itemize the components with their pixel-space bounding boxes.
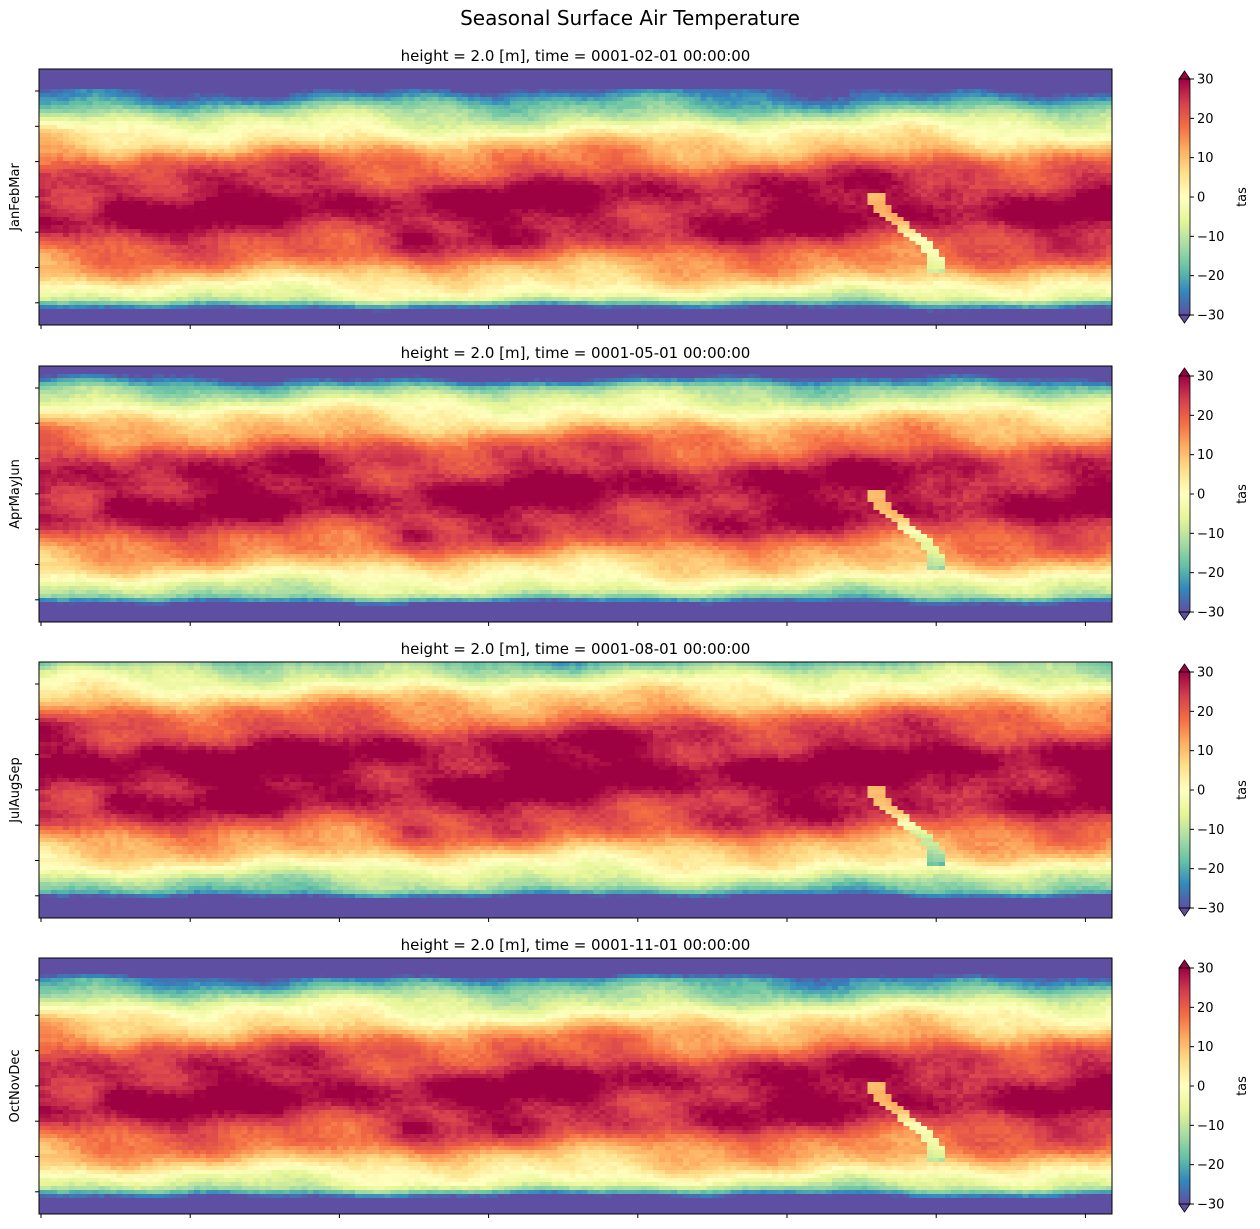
colorbar-tick-label: 10 — [1197, 1040, 1214, 1055]
colorbar-tick-label: 0 — [1197, 191, 1205, 206]
colorbar-tick-label: 20 — [1197, 705, 1214, 720]
y-axis-label: JanFebMar — [8, 163, 23, 232]
colorbar-label: tas — [1235, 780, 1250, 800]
colorbar-tick-label: 20 — [1197, 1001, 1214, 1016]
y-axis-label: OctNovDec — [8, 1049, 23, 1122]
heatmap-image — [39, 958, 1112, 1214]
panel-title: height = 2.0 [m], time = 0001-11-01 00:0… — [401, 936, 751, 954]
panel-title: height = 2.0 [m], time = 0001-05-01 00:0… — [401, 344, 751, 362]
heatmap-image — [39, 366, 1112, 622]
colorbar-tick-label: 10 — [1197, 744, 1214, 759]
colorbar-tick-label: −20 — [1197, 862, 1224, 877]
heatmap-image — [39, 69, 1112, 325]
panel-4: height = 2.0 [m], time = 0001-11-01 00:0… — [8, 936, 1250, 1218]
colorbar-extend-max — [1178, 70, 1191, 80]
y-axis-label: AprMayJun — [8, 459, 23, 529]
colorbar-label: tas — [1235, 187, 1250, 207]
colorbar-extend-min — [1178, 907, 1191, 917]
colorbar-tick-label: −30 — [1197, 309, 1224, 324]
colorbar-label: tas — [1235, 484, 1250, 504]
colorbar-tick-label: −20 — [1197, 1158, 1224, 1173]
colorbar-extend-max — [1178, 959, 1191, 969]
colorbar-tick-label: 0 — [1197, 1080, 1205, 1095]
colorbar-tick-label: −30 — [1197, 902, 1224, 917]
colorbar-tick-label: 30 — [1197, 962, 1214, 977]
colorbar-extend-min — [1178, 314, 1191, 324]
colorbar-tick-label: 10 — [1197, 448, 1214, 463]
colorbar-tick-label: −10 — [1197, 527, 1224, 542]
colorbar-tick-label: 30 — [1197, 370, 1214, 385]
colorbar — [1179, 79, 1190, 315]
colorbar-tick-label: −30 — [1197, 1198, 1224, 1213]
heatmap-image — [39, 662, 1112, 918]
colorbar-extend-min — [1178, 611, 1191, 621]
panel-title: height = 2.0 [m], time = 0001-08-01 00:0… — [401, 640, 751, 658]
colorbar-tick-label: −10 — [1197, 823, 1224, 838]
colorbar-tick-label: −20 — [1197, 269, 1224, 284]
y-axis-label: JulAugSep — [8, 757, 23, 824]
panel-title: height = 2.0 [m], time = 0001-02-01 00:0… — [401, 47, 751, 65]
colorbar-tick-label: 20 — [1197, 112, 1214, 127]
colorbar-extend-max — [1178, 367, 1191, 377]
colorbar-tick-label: 10 — [1197, 151, 1214, 166]
panel-1: height = 2.0 [m], time = 0001-02-01 00:0… — [8, 47, 1250, 329]
colorbar-extend-max — [1178, 663, 1191, 673]
colorbar-tick-label: 0 — [1197, 784, 1205, 799]
colorbar-tick-label: 30 — [1197, 666, 1214, 681]
figure-title: Seasonal Surface Air Temperature — [460, 6, 800, 30]
colorbar-tick-label: 0 — [1197, 488, 1205, 503]
colorbar-tick-label: 30 — [1197, 73, 1214, 88]
colorbar — [1179, 968, 1190, 1204]
colorbar-tick-label: −30 — [1197, 606, 1224, 621]
colorbar-tick-label: 20 — [1197, 409, 1214, 424]
colorbar-tick-label: −20 — [1197, 566, 1224, 581]
colorbar-label: tas — [1235, 1076, 1250, 1096]
colorbar-tick-label: −10 — [1197, 1119, 1224, 1134]
colorbar-tick-label: −10 — [1197, 230, 1224, 245]
colorbar — [1179, 672, 1190, 908]
panel-3: height = 2.0 [m], time = 0001-08-01 00:0… — [8, 640, 1250, 922]
colorbar — [1179, 376, 1190, 612]
colorbar-extend-min — [1178, 1203, 1191, 1213]
panel-2: height = 2.0 [m], time = 0001-05-01 00:0… — [8, 344, 1250, 626]
